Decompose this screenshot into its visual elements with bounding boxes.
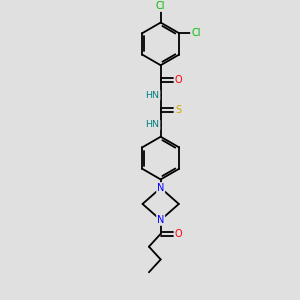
Text: S: S bbox=[175, 105, 181, 115]
Text: O: O bbox=[175, 75, 183, 85]
Text: O: O bbox=[175, 229, 183, 239]
Text: HN: HN bbox=[146, 121, 160, 130]
Text: N: N bbox=[157, 215, 164, 225]
Text: Cl: Cl bbox=[191, 28, 201, 38]
Text: HN: HN bbox=[146, 91, 160, 100]
Text: Cl: Cl bbox=[156, 1, 165, 11]
Text: N: N bbox=[157, 183, 164, 193]
